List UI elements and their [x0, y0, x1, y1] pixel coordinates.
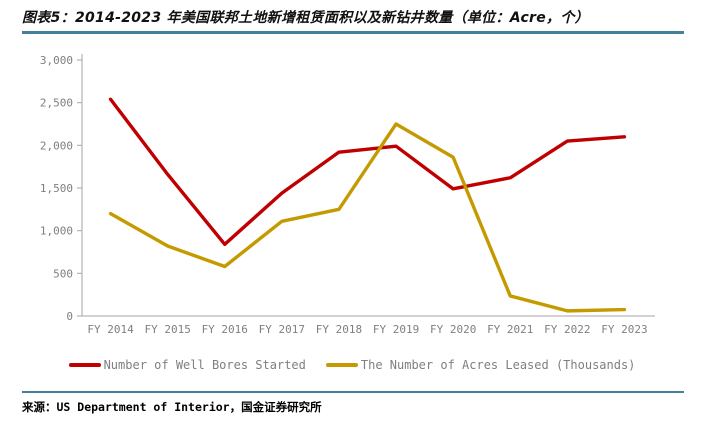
y-tick-label: 0 [66, 310, 73, 323]
x-tick-label: FY 2014 [87, 323, 134, 336]
x-tick-label: FY 2015 [144, 323, 190, 336]
legend-swatch-red-line [68, 363, 101, 367]
title-rule [22, 31, 684, 34]
y-tick-label: 3,000 [40, 54, 73, 67]
x-tick-label: FY 2022 [544, 323, 590, 336]
legend-swatch-gold-line [325, 363, 358, 367]
source-note: 来源：US Department of Interior，国金证券研究所 [22, 400, 322, 414]
series-line-0 [108, 97, 627, 247]
line-chart: 0 500 1,000 1,500 2,000 2,500 3,000 FY 2014 FY 2… [40, 54, 655, 336]
y-tick-label: 1,000 [40, 225, 73, 238]
x-tick-label: FY 2018 [316, 323, 362, 336]
x-tick-label: FY 2021 [487, 323, 533, 336]
series-line-1 [108, 122, 627, 313]
x-tick-label: FY 2016 [202, 323, 248, 336]
y-tick-label: 2,000 [40, 139, 73, 152]
legend-label-acres-leased: The Number of Acres Leased (Thousands) [360, 358, 636, 372]
x-tick-label: FY 2023 [601, 323, 647, 336]
legend-item-acres-leased: The Number of Acres Leased (Thousands) [325, 358, 636, 372]
y-tick-label: 500 [53, 267, 73, 280]
x-tick-label: FY 2019 [373, 323, 419, 336]
footer-rule [22, 391, 684, 393]
legend-item-well-bores: Number of Well Bores Started [68, 358, 306, 372]
x-tick-label: FY 2020 [430, 323, 476, 336]
legend-label-well-bores: Number of Well Bores Started [103, 358, 306, 372]
x-tick-label: FY 2017 [259, 323, 305, 336]
y-tick-label: 2,500 [40, 97, 73, 110]
chart-legend: Number of Well Bores Started The Number … [0, 358, 704, 372]
figure-title: 图表5：2014-2023 年美国联邦土地新增租赁面积以及新钻井数量（单位：Ac… [22, 10, 589, 26]
y-tick-label: 1,500 [40, 182, 73, 195]
